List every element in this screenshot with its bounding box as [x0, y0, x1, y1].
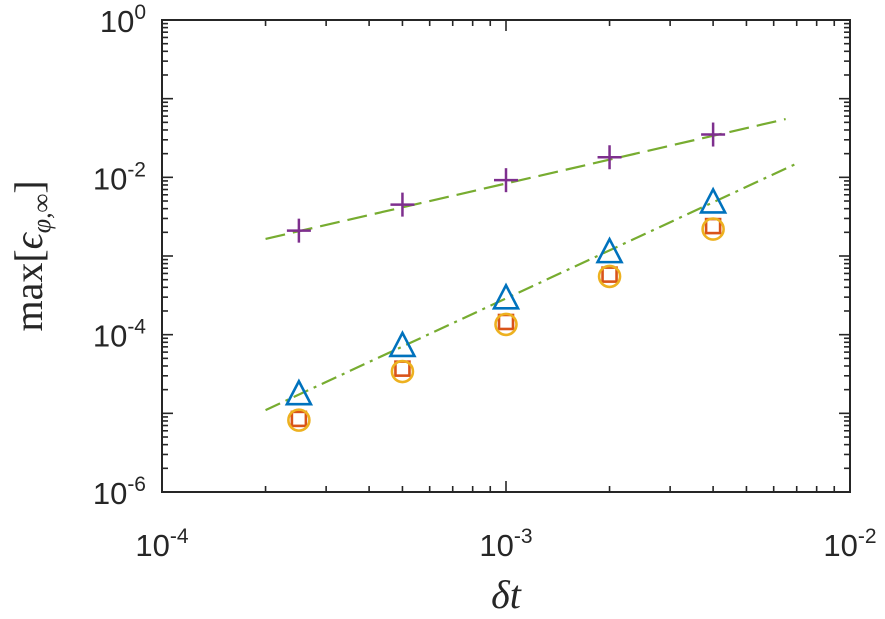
tick-label-base: 10 [100, 4, 134, 39]
y-tick-label: 10-2 [93, 158, 146, 196]
y-label-part: max[ [6, 249, 51, 331]
circle-marker [494, 312, 518, 337]
axes-box [161, 19, 851, 493]
tick-label-exponent: -6 [127, 473, 146, 496]
y-label-part: ϵ [6, 231, 51, 249]
reference-line-second-order [265, 162, 798, 412]
tick-label-exponent: -3 [514, 525, 533, 548]
reference-line-first-order [265, 118, 786, 240]
circle-marker [287, 408, 311, 432]
y-tick-label: 10-6 [93, 473, 146, 511]
plus-marker [390, 192, 415, 217]
triangle-marker [595, 236, 624, 264]
tick-label-base: 10 [823, 528, 857, 563]
tick-label-base: 10 [479, 528, 513, 563]
x-tick-label: 10-4 [135, 525, 188, 563]
square-marker [601, 266, 618, 283]
y-axis-label: max[ϵφ,∞] [6, 180, 56, 331]
y-tick-label: 10-4 [93, 316, 146, 354]
y-label-subscript: φ,∞ [27, 194, 56, 233]
x-tick-label: 10-3 [479, 525, 532, 563]
tick-label-base: 10 [93, 161, 127, 196]
tick-label-exponent: -4 [170, 525, 189, 548]
plus-marker [286, 218, 311, 243]
circle-marker [597, 264, 622, 289]
y-label-part: ] [6, 180, 51, 193]
tick-label-exponent: -4 [127, 316, 146, 339]
triangle-marker [698, 186, 728, 214]
square-marker [497, 313, 515, 331]
plus-marker [494, 168, 518, 193]
triangle-marker [388, 330, 417, 358]
reference-lines [265, 118, 798, 412]
x-tick-label: 10-2 [823, 525, 876, 563]
tick-marks [161, 20, 850, 493]
tick-label-exponent: -2 [127, 158, 146, 181]
triangle-marker [284, 378, 314, 406]
plus-marker [701, 122, 726, 147]
triangle-marker [491, 282, 521, 310]
tick-label-exponent: -2 [858, 525, 877, 548]
circle-marker [390, 359, 415, 384]
y-tick-label: 100 [100, 1, 146, 39]
x-axis-label: δt [491, 572, 522, 617]
tick-label-base: 10 [135, 528, 169, 563]
tick-label-base: 10 [93, 476, 127, 511]
square-marker [290, 410, 308, 428]
data-markers [284, 122, 728, 432]
tick-label-base: 10 [93, 319, 127, 354]
plus-marker [597, 145, 622, 170]
circle-marker [701, 217, 725, 241]
tick-label-exponent: 0 [134, 1, 146, 24]
